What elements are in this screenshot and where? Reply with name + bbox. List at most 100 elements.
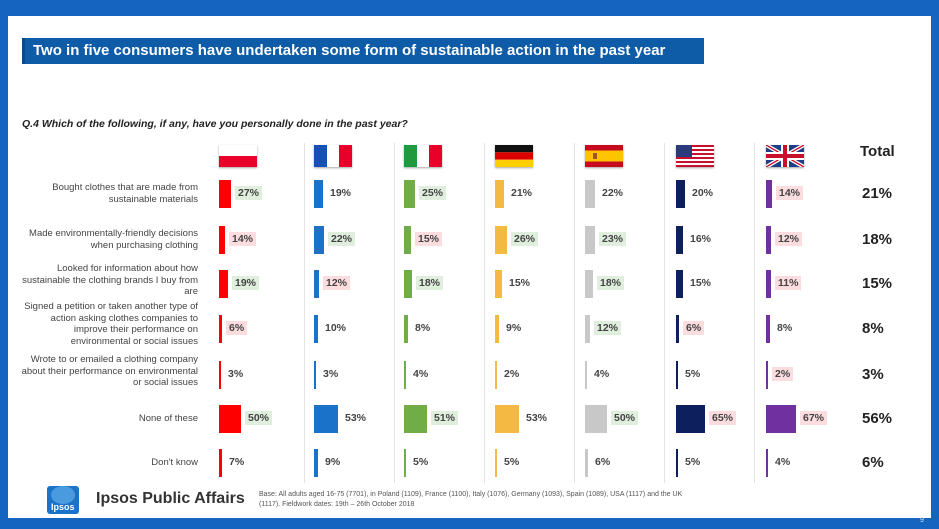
bar xyxy=(676,226,683,254)
value-label: 3% xyxy=(228,368,244,380)
value-label: 9% xyxy=(325,456,341,468)
value-label: 8% xyxy=(415,322,431,334)
bar xyxy=(314,405,338,433)
value-label: 2% xyxy=(772,367,794,381)
slide-background xyxy=(8,16,931,518)
value-label: 26% xyxy=(511,232,539,246)
value-label: 11% xyxy=(775,276,802,290)
column-separator xyxy=(304,143,305,483)
brand-name: Ipsos Public Affairs xyxy=(96,490,245,507)
value-label: 8% xyxy=(777,322,793,334)
value-label: 5% xyxy=(685,456,701,468)
germany-flag xyxy=(495,145,533,167)
usa-flag xyxy=(676,145,714,167)
value-label: 19% xyxy=(330,187,352,199)
value-label: 18% xyxy=(416,276,444,290)
value-label: 18% xyxy=(597,276,625,290)
bar xyxy=(766,449,768,477)
row-label: Looked for information about how sustain… xyxy=(22,263,198,297)
logo-text: Ipsos xyxy=(51,502,75,512)
value-label: 5% xyxy=(413,456,429,468)
column-separator xyxy=(574,143,575,483)
total-value: 21% xyxy=(862,185,893,202)
value-label: 4% xyxy=(594,368,610,380)
bar xyxy=(676,315,679,343)
bar xyxy=(219,180,231,208)
value-label: 4% xyxy=(775,456,791,468)
total-value: 8% xyxy=(862,320,884,337)
value-label: 50% xyxy=(611,411,639,425)
bar xyxy=(219,405,241,433)
value-label: 22% xyxy=(602,187,624,199)
spain-flag xyxy=(585,145,623,167)
bar xyxy=(585,405,607,433)
bar xyxy=(766,361,768,389)
page-title: Two in five consumers have undertaken so… xyxy=(33,42,666,59)
bar xyxy=(766,180,772,208)
bar xyxy=(495,180,504,208)
value-label: 67% xyxy=(800,411,828,425)
value-label: 7% xyxy=(229,456,245,468)
bar xyxy=(495,405,519,433)
question-text: Q.4 Which of the following, if any, have… xyxy=(22,118,408,130)
bar xyxy=(314,449,318,477)
bar xyxy=(404,405,427,433)
bar xyxy=(766,315,770,343)
value-label: 4% xyxy=(413,368,429,380)
base-note: Base: All adults aged 16-75 (7701), in P… xyxy=(259,491,683,508)
bar xyxy=(585,315,590,343)
value-label: 10% xyxy=(325,322,347,334)
value-label: 12% xyxy=(594,321,622,335)
value-label: 50% xyxy=(245,411,273,425)
total-value: 15% xyxy=(862,275,893,292)
bar xyxy=(219,361,221,389)
bar xyxy=(314,270,319,298)
value-label: 51% xyxy=(431,411,459,425)
value-label: 53% xyxy=(526,412,548,424)
value-label: 16% xyxy=(690,233,712,245)
value-label: 14% xyxy=(229,232,257,246)
uk-flag xyxy=(766,145,804,167)
value-label: 12% xyxy=(775,232,803,246)
bar xyxy=(495,449,497,477)
value-label: 6% xyxy=(595,456,611,468)
bar xyxy=(585,180,595,208)
bar xyxy=(314,226,324,254)
value-label: 5% xyxy=(504,456,520,468)
value-label: 3% xyxy=(323,368,339,380)
column-separator xyxy=(394,143,395,483)
poland-flag xyxy=(219,145,257,167)
value-label: 65% xyxy=(709,411,737,425)
bar xyxy=(404,180,415,208)
bar xyxy=(676,405,705,433)
value-label: 53% xyxy=(345,412,367,424)
bar xyxy=(404,361,406,389)
bar xyxy=(495,270,502,298)
value-label: 19% xyxy=(232,276,260,290)
bar xyxy=(219,315,222,343)
bar xyxy=(585,449,588,477)
france-flag xyxy=(314,145,352,167)
page-number: 9 xyxy=(920,517,924,524)
bar xyxy=(495,315,499,343)
value-label: 20% xyxy=(692,187,714,199)
value-label: 14% xyxy=(776,186,804,200)
bar xyxy=(219,270,228,298)
bar xyxy=(766,270,771,298)
row-label: Don't know xyxy=(151,457,198,468)
bar xyxy=(766,226,771,254)
bar xyxy=(495,226,507,254)
total-header: Total xyxy=(860,143,895,160)
bar xyxy=(404,315,408,343)
bar xyxy=(219,449,222,477)
bar xyxy=(495,361,497,389)
value-label: 15% xyxy=(690,277,712,289)
value-label: 12% xyxy=(323,276,351,290)
value-label: 6% xyxy=(226,321,248,335)
row-label: Made environmentally-friendly decisions … xyxy=(29,228,198,251)
value-label: 2% xyxy=(504,368,520,380)
italy-flag xyxy=(404,145,442,167)
value-label: 6% xyxy=(683,321,705,335)
row-label: None of these xyxy=(138,413,198,424)
value-label: 15% xyxy=(509,277,531,289)
